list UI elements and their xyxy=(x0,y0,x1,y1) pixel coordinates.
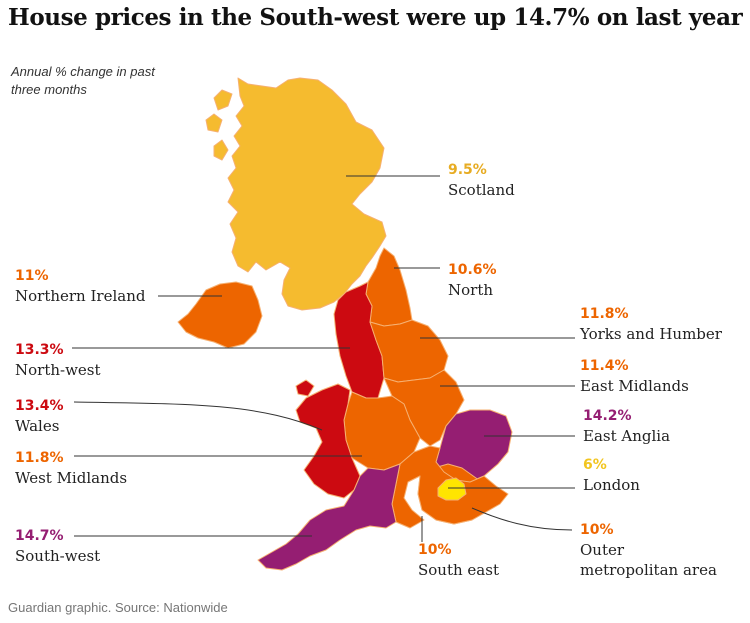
region-value: 13.4% xyxy=(15,398,64,414)
region-name: West Midlands xyxy=(15,469,128,487)
region-value: 10.6% xyxy=(448,262,497,278)
leader-line-wales xyxy=(73,401,323,431)
region-value: 14.7% xyxy=(15,528,64,544)
region-value: 10% xyxy=(418,542,452,558)
region-name: East Anglia xyxy=(583,427,671,445)
region-label-north: 10.6% North xyxy=(448,260,497,300)
region-label-outer-metropolitan: 10% Outer metropolitan area xyxy=(580,520,717,580)
source-note: Guardian graphic. Source: Nationwide xyxy=(8,600,228,615)
region-name: Scotland xyxy=(448,181,515,199)
island-shape xyxy=(213,139,229,161)
region-shape-scotland xyxy=(227,77,387,311)
chart-subtitle: Annual % change in past three months xyxy=(11,64,155,97)
region-name: North-west xyxy=(15,361,101,379)
region-name: Wales xyxy=(15,417,60,435)
region-value: 11% xyxy=(15,268,49,284)
chart-title: House prices in the South-west were up 1… xyxy=(8,4,743,31)
region-label-london: 6% London xyxy=(583,455,640,495)
region-name: Outer xyxy=(580,541,625,559)
region-label-south-west: 14.7% South-west xyxy=(15,526,100,566)
region-name: Northern Ireland xyxy=(15,287,146,305)
region-label-west-midlands: 11.8% West Midlands xyxy=(15,448,127,488)
region-label-north-west: 13.3% North-west xyxy=(15,340,101,380)
region-shape-south-west xyxy=(257,463,401,571)
region-label-east-midlands: 11.4% East Midlands xyxy=(580,356,689,396)
region-shape-wales xyxy=(295,383,361,499)
region-label-yorks-humber: 11.8% Yorks and Humber xyxy=(580,304,722,344)
region-value: 6% xyxy=(583,457,607,473)
region-value: 11.8% xyxy=(15,450,64,466)
region-name: Yorks and Humber xyxy=(580,325,722,343)
region-name: South east xyxy=(418,561,499,579)
region-value: 10% xyxy=(580,522,614,538)
region-label-wales: 13.4% Wales xyxy=(15,396,64,436)
region-shape-north xyxy=(365,247,413,327)
region-label-south-east: 10% South east xyxy=(418,540,499,580)
island-shape xyxy=(205,113,223,133)
region-label-east-anglia: 14.2% East Anglia xyxy=(583,406,670,446)
region-value: 11.4% xyxy=(580,358,629,374)
region-value: 13.3% xyxy=(15,342,64,358)
region-name: London xyxy=(583,476,640,494)
region-value: 11.8% xyxy=(580,306,629,322)
region-shape-london xyxy=(437,477,467,501)
region-label-scotland: 9.5% Scotland xyxy=(448,160,515,200)
leader-line-outer-metropolitan xyxy=(471,507,573,531)
island-shape xyxy=(213,89,233,111)
region-value: 14.2% xyxy=(583,408,632,424)
region-label-northern-ireland: 11% Northern Ireland xyxy=(15,266,145,306)
island-shape xyxy=(295,379,315,397)
region-value: 9.5% xyxy=(448,162,487,178)
region-shape-north-west xyxy=(333,281,385,399)
region-name: North xyxy=(448,281,494,299)
region-name: South-west xyxy=(15,547,101,565)
region-shape-northern-ireland xyxy=(177,281,263,349)
region-name-line2: metropolitan area xyxy=(580,561,717,579)
region-name: East Midlands xyxy=(580,377,689,395)
